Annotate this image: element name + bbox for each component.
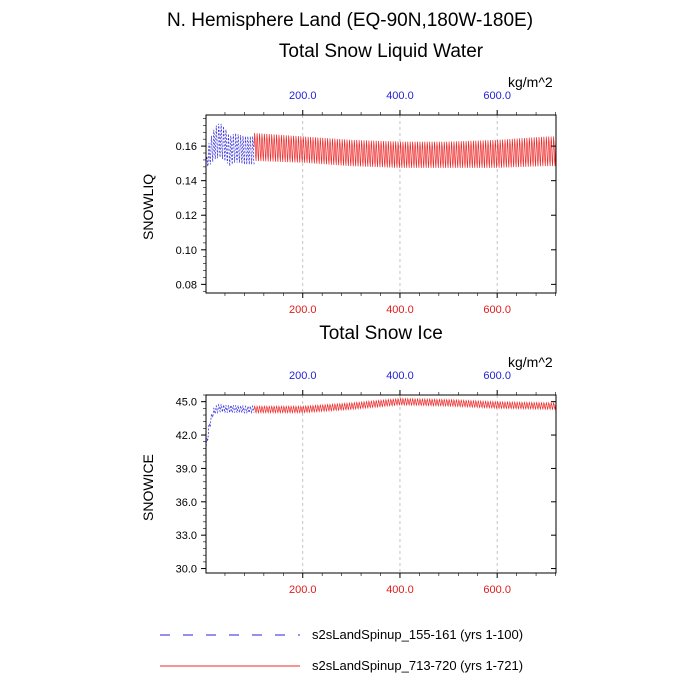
panel1-title: Total Snow Liquid Water xyxy=(278,41,484,62)
x-tick-label-bottom-2: 400.0 xyxy=(386,584,414,596)
y-tick-label-5: 0.16 xyxy=(176,141,197,153)
panel2-title: Total Snow Ice xyxy=(319,323,443,344)
plot-frame xyxy=(205,394,557,574)
y-tick-label-3: 0.12 xyxy=(176,210,197,222)
y-tick-label-2: 33.0 xyxy=(176,530,197,542)
y-tick-label-3: 36.0 xyxy=(176,497,197,509)
series-line-1 xyxy=(206,123,255,167)
y-tick-label-4: 0.14 xyxy=(176,176,197,188)
y-tick-label-1: 0.08 xyxy=(176,279,197,291)
x-tick-label-bottom-3: 600.0 xyxy=(483,304,511,316)
x-tick-label-top-3: 600.0 xyxy=(483,370,511,382)
y-tick-label-4: 39.0 xyxy=(176,463,197,475)
series-line-2 xyxy=(253,397,556,414)
x-tick-label-top-2: 400.0 xyxy=(386,90,414,102)
panel-2: 30.0 33.0 36.0 39.0 42.0 45.0 200.0 200.0 400.0 4… xyxy=(176,370,557,596)
x-tick-label-bottom-3: 600.0 xyxy=(483,584,511,596)
plot-frame xyxy=(205,114,557,294)
legend-label-series-1: s2sLandSpinup_155-161 (yrs 1-100) xyxy=(312,627,524,642)
y-tick-label-2: 0.10 xyxy=(176,245,197,257)
x-tick-label-top-1: 200.0 xyxy=(289,370,317,382)
series-line-2 xyxy=(253,132,556,168)
x-tick-label-bottom-1: 200.0 xyxy=(289,304,317,316)
y-tick-label-1: 30.0 xyxy=(176,564,197,576)
legend-label-series-2: s2sLandSpinup_713-720 (yrs 1-721) xyxy=(312,658,524,673)
panel-1: 0.08 0.10 0.12 0.14 0.16 200.0 200.0 400.0 400.0… xyxy=(176,90,557,316)
x-tick-label-top-2: 400.0 xyxy=(386,370,414,382)
series-line-1 xyxy=(206,403,255,450)
x-tick-label-top-1: 200.0 xyxy=(289,90,317,102)
panel2-units: kg/m^2 xyxy=(508,354,553,370)
figure-suptitle: N. Hemisphere Land (EQ-90N,180W-180E) xyxy=(166,10,534,31)
y-tick-label-5: 42.0 xyxy=(176,430,197,442)
panel1-units: kg/m^2 xyxy=(508,74,553,90)
legend xyxy=(160,634,300,667)
x-tick-label-bottom-1: 200.0 xyxy=(289,584,317,596)
x-tick-label-top-3: 600.0 xyxy=(483,90,511,102)
x-tick-label-bottom-2: 400.0 xyxy=(386,304,414,316)
y-tick-label-6: 45.0 xyxy=(176,397,197,409)
